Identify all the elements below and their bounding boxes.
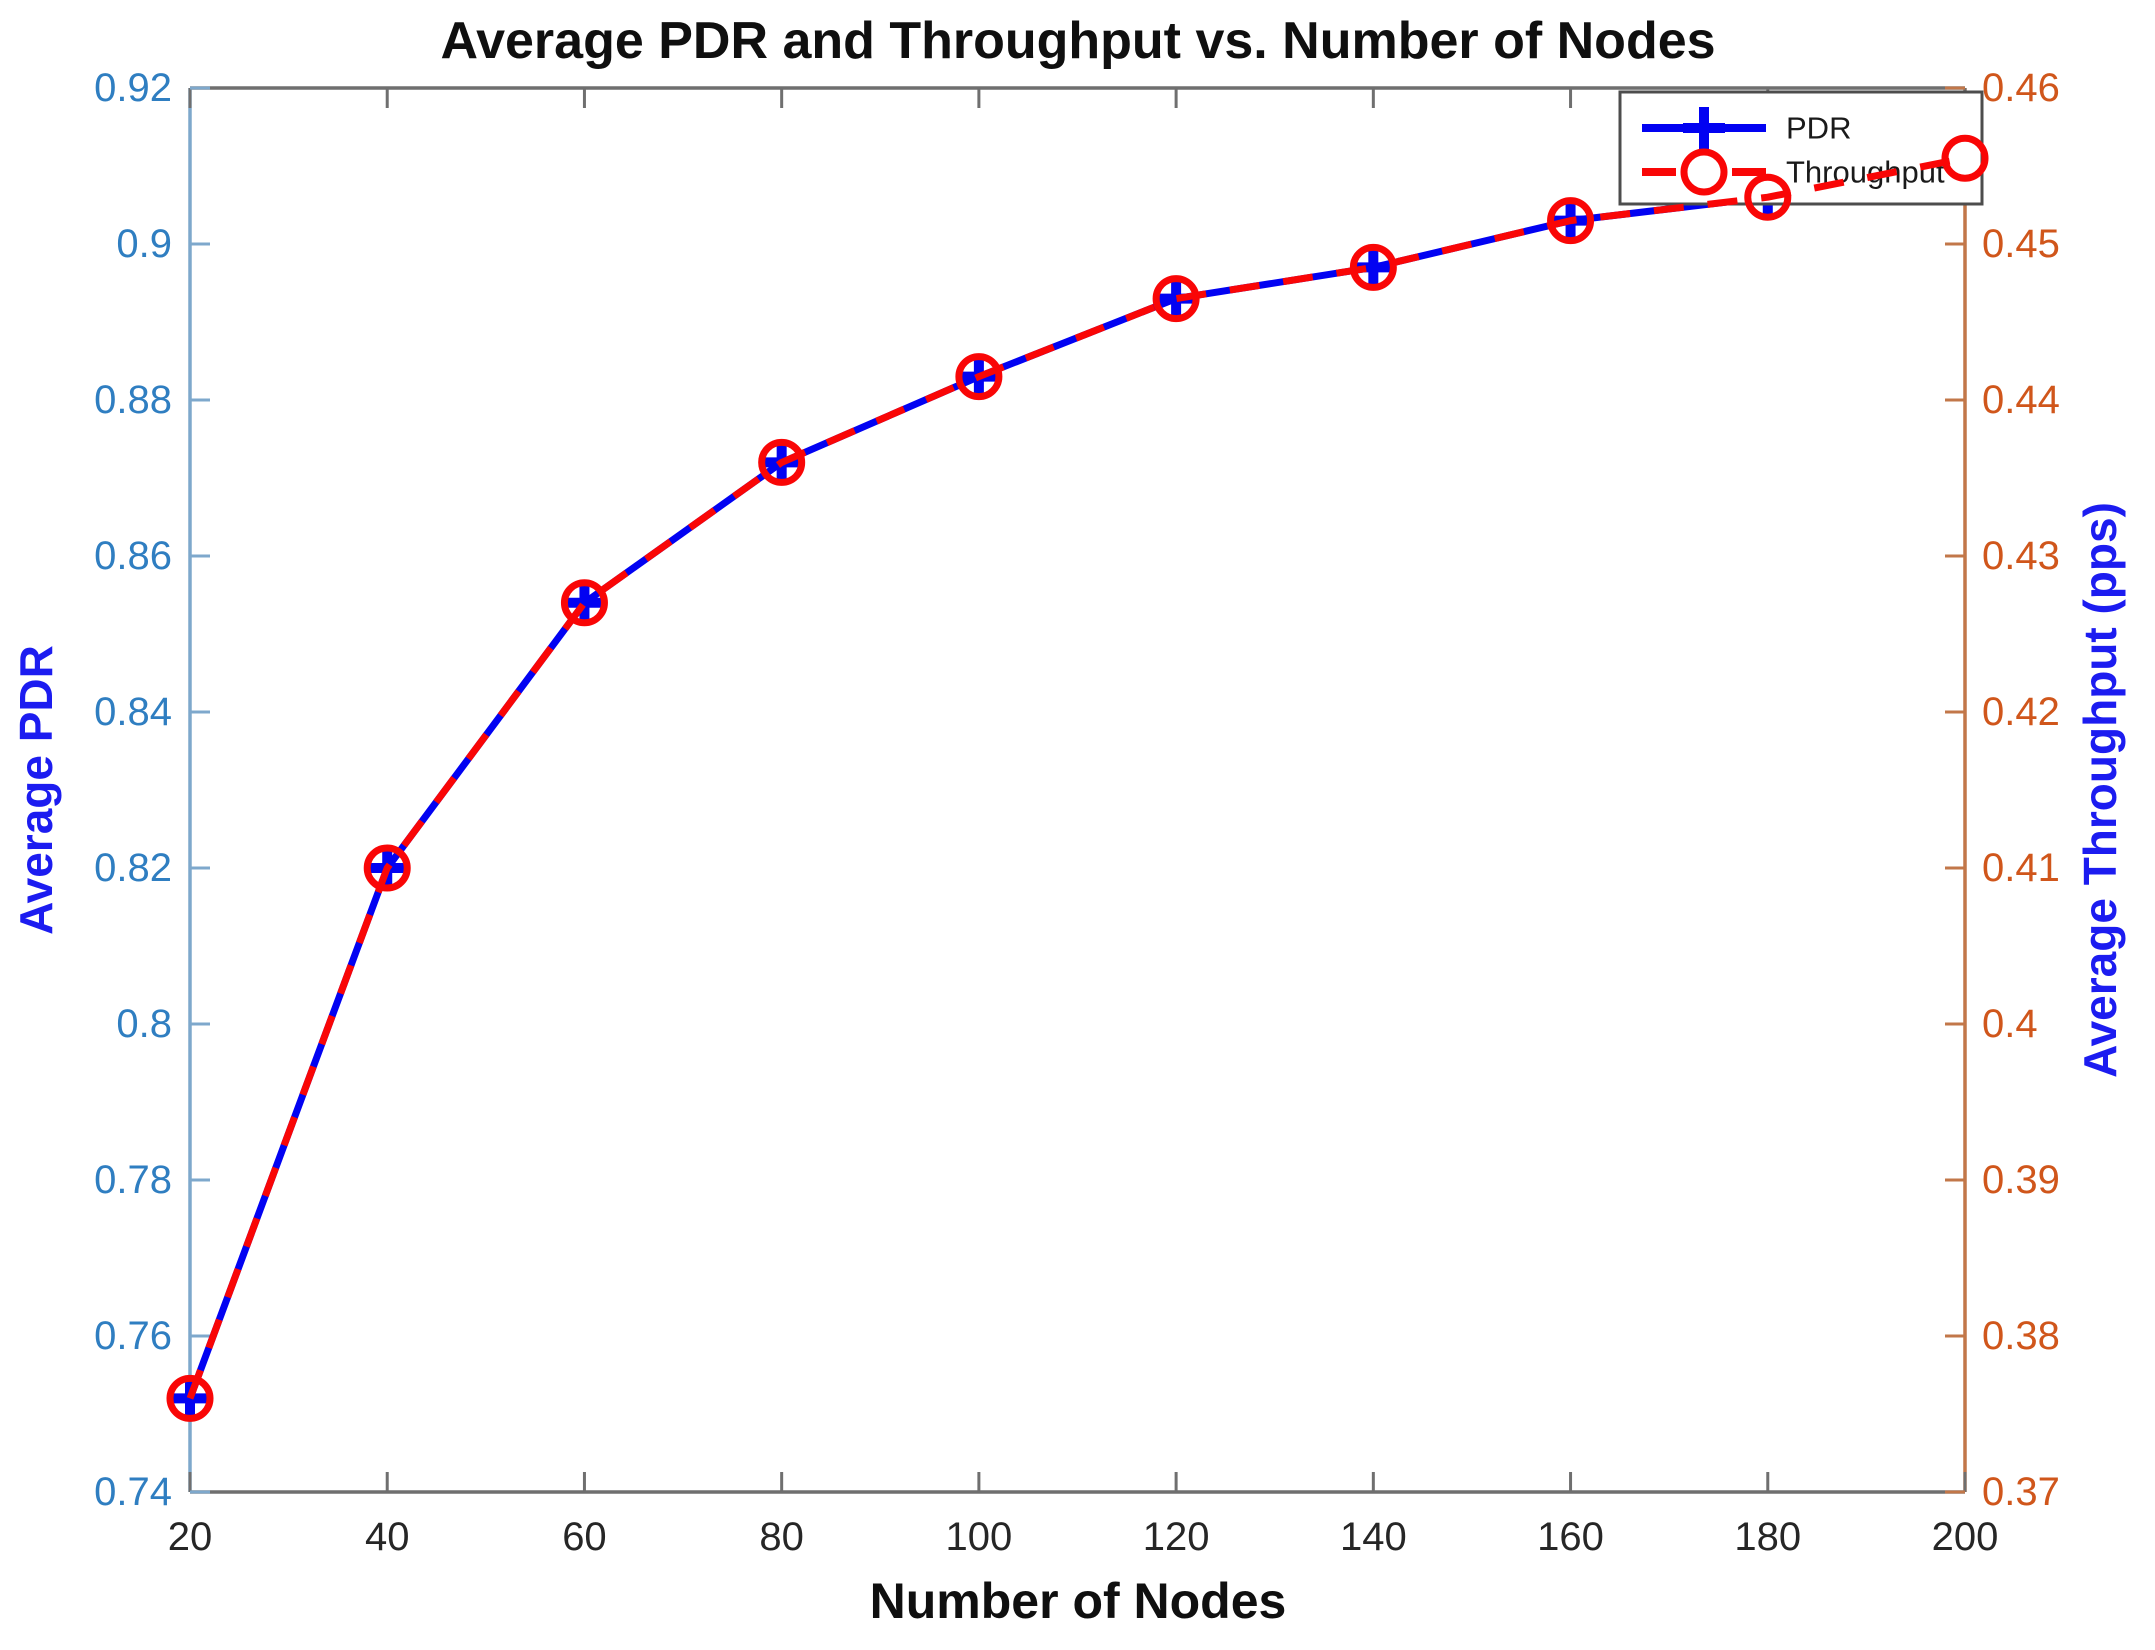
y-left-tick-label: 0.82 (94, 846, 172, 890)
x-tick-label: 200 (1932, 1515, 1999, 1559)
chart-title: Average PDR and Throughput vs. Number of… (440, 12, 1715, 70)
y-right-tick-label: 0.43 (1982, 534, 2060, 578)
x-tick-label: 180 (1734, 1515, 1801, 1559)
y-left-tick-label: 0.74 (94, 1470, 172, 1514)
x-tick-label: 20 (168, 1515, 213, 1559)
y-left-tick-label: 0.78 (94, 1158, 172, 1202)
y-left-tick-label: 0.92 (94, 66, 172, 110)
legend-samples (1642, 107, 1766, 196)
right-axis-label: Average Throughput (pps) (2074, 502, 2126, 1078)
y-left-tick-label: 0.84 (94, 690, 172, 734)
y-right-tick-label: 0.46 (1982, 66, 2060, 110)
throughput-marker (1349, 243, 1397, 291)
throughput-marker (363, 844, 411, 892)
throughput-series (166, 134, 1989, 1422)
throughput-line (186, 154, 1966, 1400)
x-tick-label: 160 (1537, 1515, 1604, 1559)
y-left-tick-label: 0.9 (116, 222, 172, 266)
x-tick-label: 120 (1143, 1515, 1210, 1559)
y-left-tick-label: 0.8 (116, 1002, 172, 1046)
y-right-tick-label: 0.4 (1982, 1002, 2038, 1046)
y-right-tick-label: 0.39 (1982, 1158, 2060, 1202)
pdr-line (186, 154, 1966, 1400)
left-axis-label: Average PDR (10, 645, 62, 935)
throughput-marker (955, 353, 1003, 401)
legend: PDR Throughput (1618, 90, 1984, 206)
throughput-marker (1152, 275, 1200, 323)
x-axis-label: Number of Nodes (870, 1573, 1287, 1629)
pdr-series (169, 137, 1986, 1420)
x-tick-label: 140 (1340, 1515, 1407, 1559)
y-right-tick-label: 0.38 (1982, 1314, 2060, 1358)
y-right-tick-label: 0.45 (1982, 222, 2060, 266)
x-tick-label: 100 (946, 1515, 1013, 1559)
throughput-marker (560, 579, 608, 627)
y-right-tick-label: 0.42 (1982, 690, 2060, 734)
y-left-tick-label: 0.88 (94, 378, 172, 422)
throughput-marker (1547, 197, 1595, 245)
throughput-marker (1941, 134, 1989, 182)
axes-box (188, 86, 1967, 1494)
throughput-marker (1744, 173, 1792, 221)
y-left-tick-label: 0.76 (94, 1314, 172, 1358)
throughput-marker (758, 438, 806, 486)
throughput-marker (166, 1374, 214, 1422)
y-right-tick-label: 0.44 (1982, 378, 2060, 422)
x-tick-label: 80 (759, 1515, 804, 1559)
legend-label-throughput: Throughput (1786, 155, 1945, 190)
legend-box (1618, 90, 1984, 206)
y-left-tick-label: 0.86 (94, 534, 172, 578)
axis-ticks: 20 40 60 80 100 120 140 160 180 200 0.74 0.76 0.78 0.… (94, 66, 2060, 1559)
y-right-tick-label: 0.41 (1982, 846, 2060, 890)
x-tick-label: 40 (365, 1515, 410, 1559)
y-right-tick-label: 0.37 (1982, 1470, 2060, 1514)
x-tick-label: 60 (562, 1515, 607, 1559)
legend-throughput-marker-sample (1680, 148, 1728, 196)
legend-label-pdr: PDR (1786, 111, 1851, 146)
